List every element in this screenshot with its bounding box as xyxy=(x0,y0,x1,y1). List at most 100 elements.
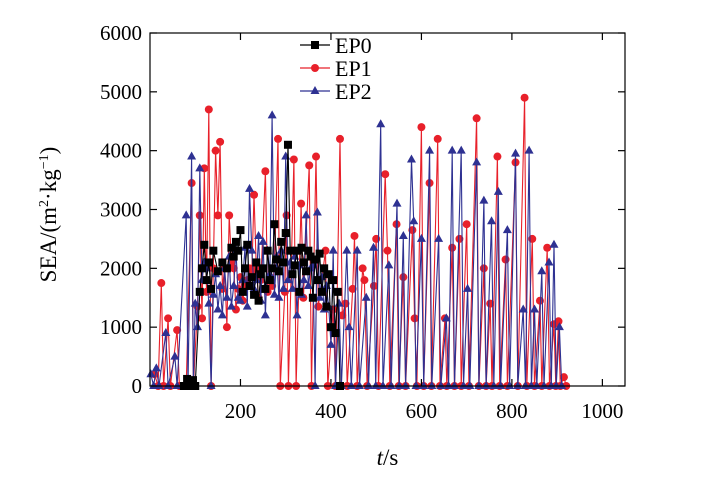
data-point-ep2 xyxy=(537,266,547,275)
data-point-ep1 xyxy=(213,211,222,220)
data-point-ep0 xyxy=(227,243,236,252)
data-point-ep2 xyxy=(530,304,540,313)
data-point-ep1 xyxy=(289,155,298,164)
data-point-ep1 xyxy=(336,134,344,143)
x-axis-title-italic: t xyxy=(377,445,384,470)
data-point-ep2 xyxy=(172,381,182,389)
data-point-ep2 xyxy=(479,195,489,204)
data-point-ep2 xyxy=(425,145,435,154)
data-point-ep1 xyxy=(479,264,488,273)
data-point-ep2 xyxy=(444,381,454,389)
data-point-ep2 xyxy=(520,381,530,389)
data-point-ep0 xyxy=(297,243,306,252)
data-point-ep2 xyxy=(449,381,459,389)
data-point-ep1 xyxy=(204,105,213,114)
y-tick-label: 5000 xyxy=(100,80,142,104)
data-point-ep0 xyxy=(231,237,240,246)
data-point-ep2 xyxy=(242,301,252,310)
data-point-ep2 xyxy=(409,216,419,225)
data-point-ep2 xyxy=(346,381,356,389)
axis-ticks xyxy=(150,32,625,387)
data-point-ep2 xyxy=(459,381,468,389)
data-point-ep2 xyxy=(557,381,567,389)
data-point-ep2 xyxy=(299,275,309,284)
legend-marker-ep2 xyxy=(310,86,320,94)
y-tick-label: 2000 xyxy=(100,256,142,280)
data-point-ep2 xyxy=(401,381,411,389)
data-point-ep0 xyxy=(320,264,329,273)
y-tick-label: 1000 xyxy=(100,315,142,339)
data-point-ep0 xyxy=(218,258,227,267)
data-point-ep2 xyxy=(361,292,371,301)
data-point-ep2 xyxy=(278,283,288,292)
data-point-ep2 xyxy=(326,339,336,348)
data-point-ep2 xyxy=(505,381,515,389)
data-point-ep2 xyxy=(154,381,164,389)
data-point-ep0 xyxy=(279,258,288,267)
data-point-ep2 xyxy=(539,381,549,389)
data-point-ep0 xyxy=(238,287,247,296)
data-point-ep1 xyxy=(195,211,204,220)
data-point-ep0 xyxy=(236,226,245,235)
data-point-ep2 xyxy=(161,328,171,337)
data-point-ep2 xyxy=(419,381,429,389)
data-point-ep0 xyxy=(254,296,263,305)
x-tick-label: 600 xyxy=(406,399,438,423)
data-point-ep2 xyxy=(384,260,394,269)
data-point-ep1 xyxy=(417,123,426,132)
data-point-ep0 xyxy=(331,329,340,338)
data-point-ep2 xyxy=(371,381,381,389)
data-point-ep0 xyxy=(243,240,252,249)
data-point-ep2 xyxy=(406,154,416,163)
data-point-ep2 xyxy=(312,207,322,216)
data-point-ep1 xyxy=(350,231,359,240)
data-point-ep2 xyxy=(472,157,482,166)
x-tick-label: 400 xyxy=(315,399,347,423)
data-point-ep0 xyxy=(322,302,331,311)
y-axis-title-sup1: 2 xyxy=(37,200,52,207)
data-point-ep2 xyxy=(247,245,257,254)
data-point-ep0 xyxy=(277,237,286,246)
data-point-ep0 xyxy=(313,276,322,285)
data-point-ep0 xyxy=(261,284,270,293)
data-point-ep2 xyxy=(524,145,534,154)
data-point-ep1 xyxy=(312,152,321,161)
data-point-ep1 xyxy=(198,314,207,323)
data-point-ep2 xyxy=(181,210,191,219)
y-axis-title: SEA/(m2·kg−1) xyxy=(36,147,61,283)
data-point-ep1 xyxy=(520,93,529,102)
data-point-ep0 xyxy=(268,264,277,273)
data-point-ep0 xyxy=(274,267,283,276)
data-point-ep1 xyxy=(250,190,259,199)
data-point-ep2 xyxy=(398,230,408,239)
data-point-ep2 xyxy=(354,381,364,389)
data-point-ep0 xyxy=(272,255,281,264)
data-point-ep1 xyxy=(314,302,323,311)
data-point-ep2 xyxy=(554,322,564,331)
data-point-ep1 xyxy=(348,284,357,293)
data-point-ep0 xyxy=(290,261,299,270)
data-point-ep0 xyxy=(283,140,292,149)
data-point-ep1 xyxy=(274,134,283,143)
data-point-ep1 xyxy=(157,279,166,288)
data-point-ep2 xyxy=(518,304,528,313)
data-point-ep2 xyxy=(193,322,202,331)
data-point-ep2 xyxy=(213,304,223,313)
data-point-ep2 xyxy=(215,280,225,289)
data-point-ep0 xyxy=(333,287,342,296)
data-point-ep2 xyxy=(328,245,338,254)
y-axis-title-base: SEA/(m xyxy=(36,207,61,283)
data-point-ep0 xyxy=(247,273,256,282)
data-point-ep0 xyxy=(207,284,216,293)
y-axis-title-end: ) xyxy=(36,147,61,155)
tick-labels: 0 1000 2000 3000 4000 5000 6000 200 400 600 800 100… xyxy=(100,21,623,423)
y-axis-title-sup2: −1 xyxy=(37,154,52,169)
legend-label-ep1: EP1 xyxy=(335,56,372,81)
data-point-ep2 xyxy=(493,186,503,195)
data-point-ep0 xyxy=(183,374,192,383)
data-point-ep2 xyxy=(190,298,200,307)
data-point-ep2 xyxy=(281,151,291,160)
data-point-ep1 xyxy=(216,137,225,146)
data-point-ep1 xyxy=(211,146,220,155)
data-point-ep2 xyxy=(532,381,542,389)
